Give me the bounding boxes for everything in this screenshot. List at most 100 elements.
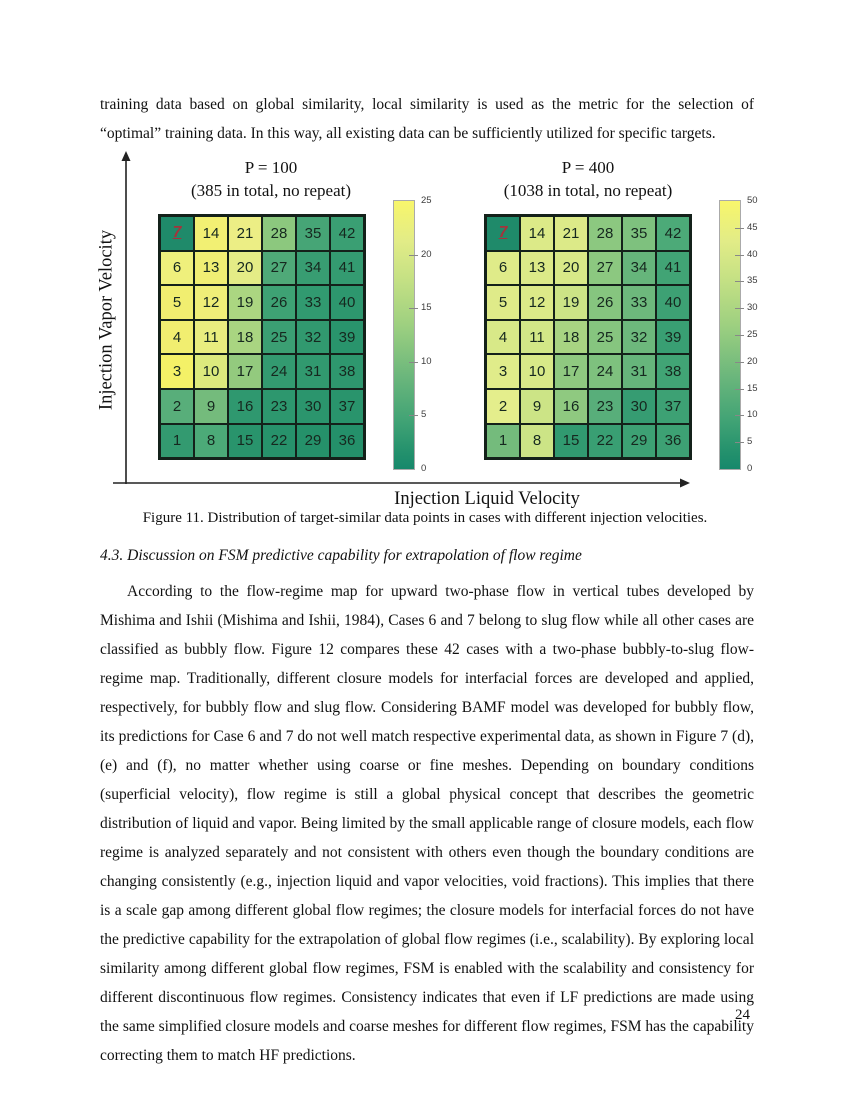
y-axis-label: Injection Vapor Velocity (96, 229, 117, 411)
colorbar-tick (735, 281, 744, 283)
heatmap-cell: 17 (228, 354, 262, 389)
panel-title-p400: P = 400 (1038 in total, no repeat) (468, 156, 708, 202)
heatmap-cell: 39 (330, 319, 364, 355)
heatmap-cell: 22 (588, 423, 622, 459)
colorbar-p100: 0 5 10 15 20 25 (393, 195, 432, 474)
heatmap-cell: 14 (194, 216, 228, 251)
panel-subtitle: (385 in total, no repeat) (190, 181, 352, 200)
heatmap-cell: 19 (228, 285, 262, 320)
case-number-label: 19 (562, 293, 580, 311)
case-number-label: 20 (562, 259, 580, 277)
case-number-label: 37 (338, 397, 356, 415)
heatmap-cell: 24 (588, 354, 622, 389)
heatmap-cell: 36 (656, 423, 690, 459)
colorbar-tick-label: 50 (747, 195, 758, 206)
case-number-label: 6 (498, 259, 508, 277)
case-number-label: 14 (202, 224, 220, 242)
heatmap-cell: 21 (554, 216, 588, 251)
case-number-label: 34 (304, 259, 322, 277)
case-number-label: 37 (664, 397, 682, 415)
heatmap-cell: 40 (330, 285, 364, 320)
axis-arrows (113, 151, 690, 488)
heatmap-cell: 33 (622, 285, 656, 320)
case-number-label: 36 (338, 432, 356, 450)
case-number-label: 5 (498, 293, 508, 311)
heatmap-cell: 20 (228, 250, 262, 286)
case-number-label: 1 (172, 432, 182, 450)
heatmap-cell: 30 (622, 388, 656, 424)
heatmap-cell: 32 (296, 319, 330, 355)
heatmap-cell: 38 (330, 354, 364, 389)
case-number-label: 3 (498, 363, 508, 381)
heatmap-cell: 20 (554, 250, 588, 286)
heatmap-cell: 4 (486, 319, 520, 355)
x-axis-label: Injection Liquid Velocity (394, 489, 580, 509)
heatmap-cell: 15 (228, 423, 262, 459)
heatmap-cell: 38 (656, 354, 690, 389)
colorbar-tick-label: 15 (421, 302, 432, 314)
case-number-label: 13 (202, 259, 220, 277)
heatmap-cell: 23 (262, 388, 296, 424)
case-number-label: 15 (562, 432, 580, 450)
case-number-label: 8 (206, 432, 216, 450)
heatmap-cell: 12 (194, 285, 228, 320)
heatmap-cell: 31 (296, 354, 330, 389)
heatmap-cell: 41 (330, 250, 364, 286)
case-number-label: 36 (664, 432, 682, 450)
colorbar-tick-label: 5 (747, 436, 753, 448)
heatmap-cell: 18 (554, 319, 588, 355)
case-number-label: 9 (206, 397, 216, 415)
panel-subtitle: (1038 in total, no repeat) (503, 181, 673, 200)
case-number-label: 7 (498, 224, 508, 242)
heatmap-grid-p400: 7 14 21 28 35 42 6 13 20 27 34 41 5 12 19 26 33 40 4 11 18 25… (484, 214, 692, 461)
case-number-label: 32 (304, 328, 322, 346)
heatmap-target-cell: 7 (160, 216, 194, 251)
case-number-label: 6 (172, 259, 182, 277)
case-number-label: 10 (528, 363, 546, 381)
case-number-label: 34 (630, 259, 648, 277)
panel-title: P = 400 (561, 158, 615, 177)
colorbar-tick (735, 388, 744, 390)
colorbar-tick (409, 254, 418, 256)
heatmap-cell: 32 (622, 319, 656, 355)
colorbar-tick-label: 25 (421, 195, 432, 206)
heatmap-cell: 25 (262, 319, 296, 355)
case-number-label: 17 (562, 363, 580, 381)
case-number-label: 26 (270, 293, 288, 311)
heatmap-cell: 42 (656, 216, 690, 251)
case-number-label: 26 (596, 293, 614, 311)
case-number-label: 16 (562, 397, 580, 415)
heatmap-cell: 34 (296, 250, 330, 286)
case-number-label: 27 (596, 259, 614, 277)
heatmap-cell: 2 (160, 388, 194, 424)
heatmap-cell: 5 (486, 285, 520, 320)
heatmap-cell: 6 (160, 250, 194, 286)
case-number-label: 24 (596, 363, 614, 381)
heatmap-cell: 29 (296, 423, 330, 459)
panel-title: P = 100 (244, 158, 298, 177)
heatmap-target-cell: 7 (486, 216, 520, 251)
heatmap-cell: 34 (622, 250, 656, 286)
case-number-label: 40 (338, 293, 356, 311)
heatmap-cell: 2 (486, 388, 520, 424)
colorbar-tick-label: 5 (421, 409, 427, 421)
heatmap-cell: 10 (520, 354, 554, 389)
case-number-label: 42 (338, 224, 356, 242)
case-number-label: 23 (270, 397, 288, 415)
body-paragraph: According to the flow-regime map for upw… (100, 583, 754, 1064)
case-number-label: 25 (596, 328, 614, 346)
heatmap-cell: 3 (160, 354, 194, 389)
heatmap-cell: 9 (194, 388, 228, 424)
case-number-label: 33 (630, 293, 648, 311)
colorbar-tick-label: 45 (747, 221, 758, 233)
colorbar-tick (409, 361, 418, 363)
figure-11: Injection Vapor Velocity P = 100 (385 in… (0, 148, 850, 512)
case-number-label: 13 (528, 259, 546, 277)
colorbar-tick-label: 10 (421, 355, 432, 367)
heatmap-cell: 22 (262, 423, 296, 459)
case-number-label: 4 (498, 328, 508, 346)
heatmap-cell: 35 (622, 216, 656, 251)
heatmap-cell: 19 (554, 285, 588, 320)
case-number-label: 32 (630, 328, 648, 346)
